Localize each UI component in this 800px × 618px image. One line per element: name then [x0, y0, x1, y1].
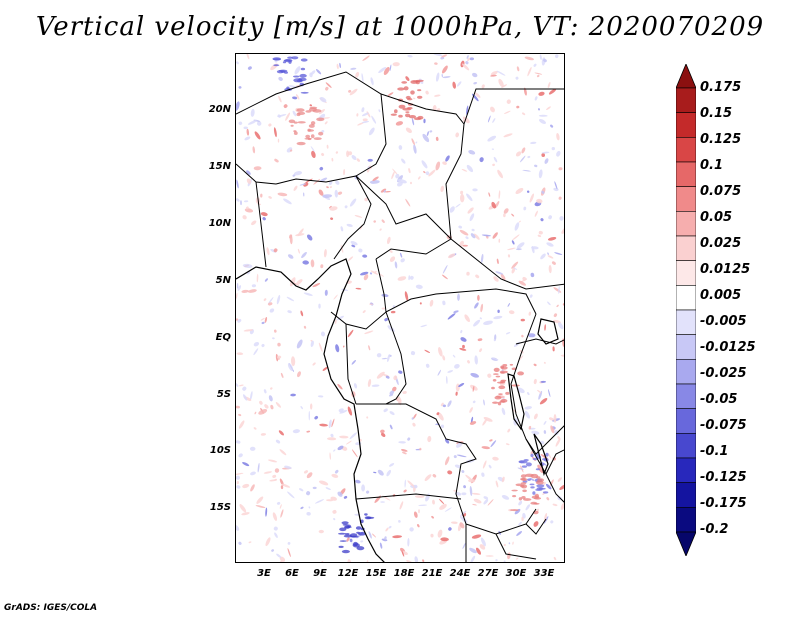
colorbar-segment [676, 260, 696, 286]
colorbar-label: 0.075 [700, 184, 742, 199]
lon-label: 21E [421, 568, 443, 579]
map-panel [235, 53, 565, 563]
colorbar-label: -0.025 [700, 366, 747, 381]
colorbar-segment [676, 457, 696, 483]
lat-label: 10N [208, 218, 231, 229]
lakes [507, 318, 559, 476]
colorbar-label: -0.125 [700, 470, 747, 485]
lon-label: 9E [313, 568, 327, 579]
colorbar-label: -0.0125 [700, 340, 756, 355]
colorbar-segment [676, 507, 696, 533]
credit-text: GrADS: IGES/COLA [4, 603, 98, 613]
colorbar-label: 0.05 [700, 210, 733, 225]
colorbar-label: 0.175 [700, 80, 742, 95]
lat-label: 5S [216, 389, 231, 400]
lat-label: 20N [208, 104, 231, 115]
colorbar-label: 0.025 [700, 236, 742, 251]
colorbar-segment [676, 112, 696, 138]
lat-label: 15S [209, 502, 231, 513]
colorbar-segment [676, 211, 696, 237]
colorbar-cap-top [676, 64, 696, 89]
colorbar-label: -0.005 [700, 314, 747, 329]
chart-title: Vertical velocity [m/s] at 1000hPa, VT: … [35, 12, 765, 42]
colorbar-segment [676, 482, 696, 508]
colorbar-segment [676, 334, 696, 360]
colorbar [676, 64, 696, 556]
lon-label: 3E [257, 568, 271, 579]
colorbar-label: -0.2 [700, 522, 729, 537]
colorbar-segment [676, 186, 696, 212]
colorbar-segment [676, 383, 696, 409]
map-canvas [236, 54, 564, 562]
colorbar-segment [676, 285, 696, 311]
lon-label: 12E [337, 568, 359, 579]
colorbar-label: -0.1 [700, 444, 729, 459]
colorbar-segment [676, 235, 696, 261]
colorbar-segment [676, 408, 696, 434]
lat-label: 15N [208, 161, 231, 172]
colorbar-segment [676, 433, 696, 459]
colorbar-segment [676, 309, 696, 335]
colorbar-label: 0.0125 [700, 262, 751, 277]
lat-label: 10S [209, 445, 231, 456]
coastline [236, 258, 385, 562]
colorbar-label: 0.005 [700, 288, 742, 303]
lon-label: 33E [533, 568, 555, 579]
lon-label: 24E [449, 568, 471, 579]
colorbar-label: -0.05 [700, 392, 738, 407]
country-borders [236, 71, 564, 562]
colorbar-segment [676, 87, 696, 113]
colorbar-segment [676, 161, 696, 187]
lon-label: 27E [477, 568, 499, 579]
lon-label: 6E [285, 568, 299, 579]
colorbar-label: -0.075 [700, 418, 747, 433]
lon-label: 15E [365, 568, 387, 579]
colorbar-label: 0.15 [700, 106, 733, 121]
colorbar-segment [676, 359, 696, 385]
lon-label: 18E [393, 568, 415, 579]
lat-label: 5N [215, 275, 231, 286]
colorbar-label: 0.125 [700, 132, 742, 147]
colorbar-segment [676, 137, 696, 163]
lon-label: 30E [505, 568, 527, 579]
lat-label: EQ [215, 332, 231, 343]
colorbar-label: -0.175 [700, 496, 747, 511]
velocity-field [236, 54, 564, 562]
colorbar-label: 0.1 [700, 158, 724, 173]
colorbar-cap-bottom [676, 531, 696, 556]
